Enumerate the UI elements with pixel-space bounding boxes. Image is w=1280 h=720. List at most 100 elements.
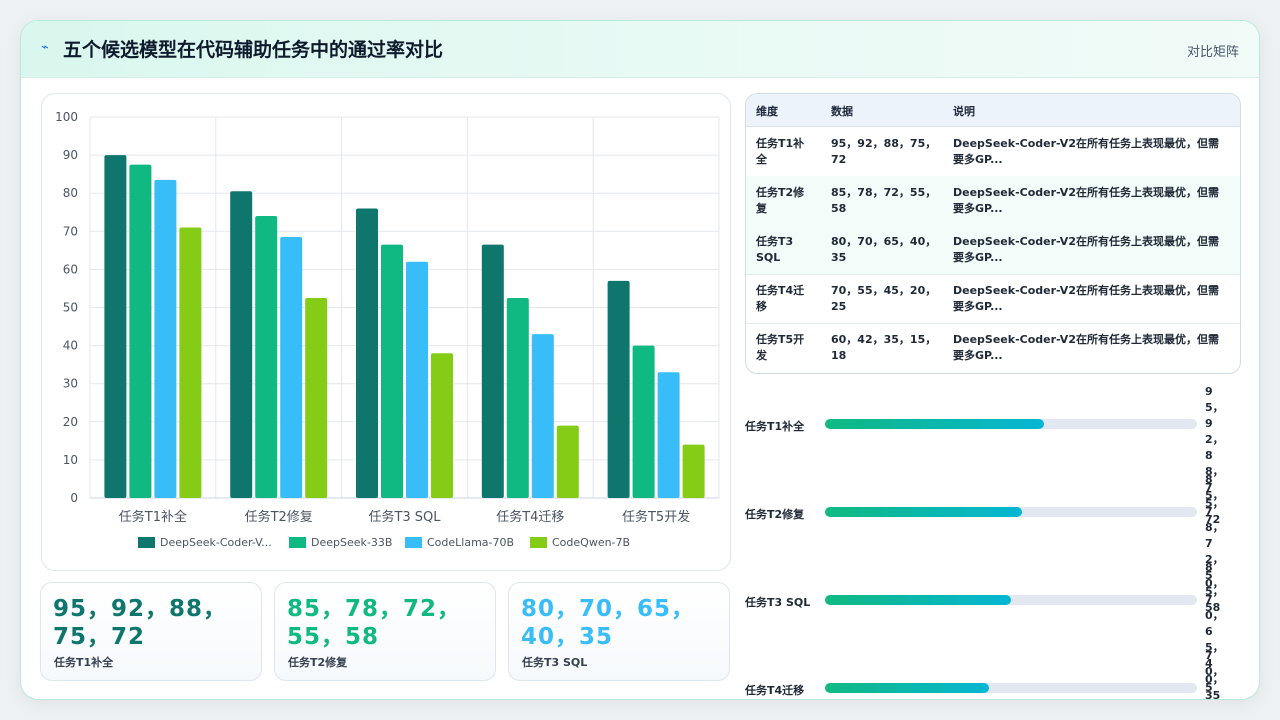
progress-label: 任务T2修复 [745, 508, 805, 521]
cell-dim: 任务T3 SQL [756, 235, 794, 264]
stat-card-t3: 80，70，65，40，35 任务T3 SQL [508, 582, 730, 681]
legend-label: DeepSeek-Coder-V... [160, 536, 272, 549]
bar-chart: 0 10 20 30 40 50 60 70 80 90 100 任务T1补全 任务T2修复 任务T3 S… [55, 110, 720, 549]
x-tick-label: 任务T1补全 [119, 509, 187, 525]
bar [431, 353, 453, 498]
bar [406, 261, 428, 498]
y-tick-label: 50 [63, 301, 78, 315]
progress-fill [825, 419, 1045, 429]
y-tick-label: 30 [63, 377, 78, 391]
stat-label: 任务T3 SQL [522, 656, 588, 669]
bar [481, 244, 504, 498]
stat-value: 80，70，65，40，35 [521, 596, 696, 650]
cell-note: DeepSeek-Coder-V2在所有任务上表现最优，但需要多GP... [953, 235, 1219, 264]
stat-value: 95，92，88，75，72 [53, 596, 228, 650]
progress-values: 80，70，65，40，35 [1205, 561, 1224, 700]
x-tick-label: 任务T4迁移 [496, 509, 564, 525]
table-row: 任务T2修复 85，78，72，55，58 DeepSeek-Coder-V2在… [746, 176, 1240, 226]
stat-value: 85，78，72，55，58 [287, 596, 462, 650]
legend-swatch [289, 537, 306, 548]
legend-label: CodeQwen-7B [552, 536, 630, 549]
stat-card-t2: 85，78，72，55，58 任务T2修复 [274, 582, 496, 681]
cell-note: DeepSeek-Coder-V2在所有任务上表现最优，但需要多GP... [953, 284, 1219, 313]
progress-values: 70，55，45， [1205, 649, 1224, 699]
table-row: 任务T3 SQL 80，70，65，40，35 DeepSeek-Coder-V… [746, 225, 1240, 275]
column-header: 维度 [756, 105, 778, 118]
progress-fill [825, 683, 989, 693]
bar [632, 345, 655, 498]
bar-chart-panel: 0 10 20 30 40 50 60 70 80 90 100 任务T1补全 任务T2修复 任务T3 S… [41, 93, 731, 571]
bar [305, 297, 328, 498]
cell-data: 95，92，88，75，72 [831, 137, 937, 166]
table-row: 任务T1补全 95，92，88，75，72 DeepSeek-Coder-V2在… [746, 127, 1240, 177]
y-tick-label: 80 [63, 186, 78, 200]
progress-item: 任务T4迁移 70，55，45， [745, 648, 1225, 699]
table-row: 任务T5开发 60，42，35，15，18 DeepSeek-Coder-V2在… [746, 323, 1240, 372]
bar [531, 334, 554, 498]
stat-card-t1: 95，92，88，75，72 任务T1补全 [40, 582, 262, 681]
table-header: 维度 数据 说明 [746, 94, 1240, 127]
bar [255, 216, 278, 498]
cell-note: DeepSeek-Coder-V2在所有任务上表现最优，但需要多GP... [953, 137, 1219, 166]
cell-data: 60，42，35，15，18 [831, 333, 937, 362]
stat-label: 任务T1补全 [54, 656, 114, 669]
stat-label: 任务T2修复 [288, 656, 348, 669]
bar [356, 208, 378, 498]
y-tick-label: 100 [55, 110, 78, 124]
y-tick-label: 40 [63, 339, 78, 353]
progress-values: 95，92，88，75，72 [1205, 385, 1224, 526]
progress-item: 任务T2修复 85，78，72，55，58 [745, 472, 1225, 614]
y-tick-label: 0 [70, 491, 78, 505]
progress-track [825, 419, 1197, 429]
bar [129, 164, 152, 498]
progress-values: 85，78，72，55，58 [1205, 473, 1224, 614]
progress-fill [825, 595, 1011, 605]
progress-item: 任务T3 SQL 80，70，65，40，35 [745, 560, 1225, 699]
column-header: 数据 [831, 105, 853, 118]
y-tick-label: 60 [63, 262, 78, 276]
bar [657, 372, 680, 498]
bar [556, 425, 579, 498]
column-header: 说明 [953, 105, 975, 118]
y-tick-label: 70 [63, 224, 78, 238]
legend-label: CodeLlama-70B [427, 536, 514, 549]
progress-track [825, 595, 1197, 605]
bar [230, 191, 253, 499]
bar [154, 179, 177, 498]
bar [104, 155, 127, 498]
progress-label: 任务T4迁移 [745, 684, 805, 697]
bar [280, 237, 303, 498]
table-row: 任务T4迁移 70，55，45，20，25 DeepSeek-Coder-V2在… [746, 274, 1240, 324]
cell-dim: 任务T5开发 [756, 333, 805, 362]
legend-swatch [530, 537, 547, 548]
cell-data: 85，78，72，55，58 [831, 186, 937, 215]
dashboard-card: ⌁ 五个候选模型在代码辅助任务中的通过率对比 对比矩阵 0 10 20 30 40 50 6… [20, 20, 1260, 700]
bar [607, 280, 630, 498]
cell-note: DeepSeek-Coder-V2在所有任务上表现最优，但需要多GP... [953, 186, 1219, 215]
y-tick-label: 20 [63, 415, 78, 429]
x-tick-label: 任务T5开发 [622, 509, 690, 525]
progress-fill [825, 507, 1023, 517]
legend-swatch [405, 537, 422, 548]
cell-dim: 任务T1补全 [756, 137, 805, 166]
y-tick-label: 90 [63, 148, 78, 162]
legend-label: DeepSeek-33B [311, 536, 392, 549]
bolt-icon: ⌁ [41, 40, 49, 55]
cell-note: DeepSeek-Coder-V2在所有任务上表现最优，但需要多GP... [953, 333, 1219, 362]
cell-data: 80，70，65，40，35 [831, 235, 937, 264]
cell-dim: 任务T4迁移 [756, 284, 805, 313]
progress-label: 任务T3 SQL [745, 596, 811, 609]
y-tick-label: 10 [63, 453, 78, 467]
compare-matrix-link[interactable]: 对比矩阵 [1186, 45, 1239, 60]
bar [682, 444, 705, 498]
legend-swatch [138, 537, 155, 548]
header: ⌁ 五个候选模型在代码辅助任务中的通过率对比 对比矩阵 [21, 21, 1259, 78]
progress-track [825, 683, 1197, 693]
cell-dim: 任务T2修复 [756, 186, 805, 215]
x-tick-label: 任务T2修复 [245, 509, 313, 525]
comparison-table: 维度 数据 说明 任务T1补全 95，92，88，75，72 DeepSeek-… [745, 93, 1241, 374]
bar [381, 244, 403, 498]
bar [506, 297, 529, 498]
progress-track [825, 507, 1197, 517]
x-tick-label: 任务T3 SQL [368, 509, 441, 525]
